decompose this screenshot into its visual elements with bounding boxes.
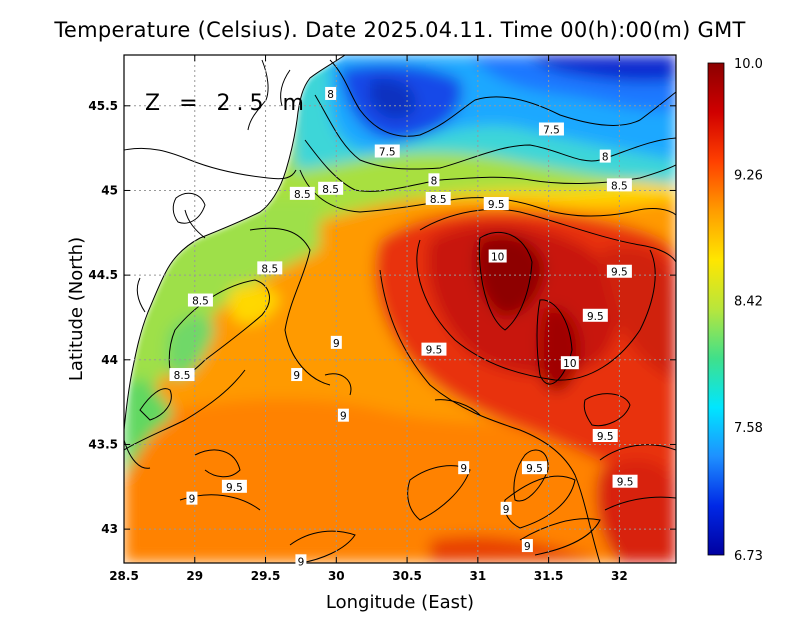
colorbar-tick-label: 8.42 [734, 295, 763, 310]
contour-label: 9.5 [611, 267, 628, 279]
contour-label-bg [425, 191, 451, 205]
contour-label: 8 [431, 175, 438, 187]
contour-label-bg [599, 149, 611, 163]
contour-label: 10 [563, 358, 576, 370]
contour-label: 8.5 [611, 180, 628, 192]
contour-label: 9.5 [587, 311, 604, 323]
x-tick-label: 31.5 [534, 569, 564, 583]
contour-label: 9 [189, 494, 196, 506]
contour-label-bg [187, 293, 213, 307]
map-frame [123, 54, 677, 564]
contour-label: 8 [602, 152, 609, 164]
contour-label-bg [257, 261, 283, 275]
axis-ticks [123, 55, 676, 563]
contour-label-bg [325, 86, 337, 100]
colorbar-tick-label: 10.0 [734, 57, 763, 72]
contour-label: 9 [340, 411, 347, 423]
y-tick-label: 43 [101, 522, 118, 536]
x-tick-label: 30.5 [392, 569, 422, 583]
contour-label-bg [483, 197, 509, 211]
contour-label-bg [289, 186, 315, 200]
contour-label: 9.5 [226, 482, 243, 494]
contour-label-bg [330, 335, 342, 349]
contour-label: 10 [491, 252, 504, 264]
contour-label-bg [186, 491, 198, 505]
contour-label: 9.5 [617, 477, 634, 489]
contour-label-bg [291, 368, 303, 382]
contour-label: 9 [293, 370, 300, 382]
contour-label-bg [337, 408, 349, 422]
x-tick-label: 30 [328, 569, 345, 583]
contour-label: 8.5 [294, 189, 311, 201]
contour-label-bg [318, 181, 344, 195]
x-tick-label: 29.5 [251, 569, 281, 583]
x-tick-label: 28.5 [109, 569, 139, 583]
x-tick-labels: 28.5 29 29.5 30 30.5 31 31.5 32 [109, 569, 628, 583]
contour-label: 7.5 [379, 147, 396, 159]
contour-label: 9.5 [597, 431, 614, 443]
coastline [124, 55, 346, 469]
contour-label: 9 [298, 556, 305, 568]
contour-label: 8.5 [174, 370, 191, 382]
contour-label: 8.5 [322, 184, 339, 196]
contour-label-bg [488, 249, 507, 263]
contour-label: 8.5 [192, 296, 209, 308]
contour-label-bg [458, 461, 470, 475]
y-tick-label: 43.5 [88, 437, 118, 451]
contour-label: 9 [333, 338, 340, 350]
contour-label-bg [538, 122, 564, 136]
colorbar-labels: 10.0 9.26 8.42 7.58 6.73 [734, 57, 763, 564]
y-tick-label: 45.5 [88, 99, 118, 113]
contour-label: 9.5 [488, 199, 505, 211]
contour-label-bg [606, 264, 632, 278]
contour-label: 8.5 [430, 194, 447, 206]
contour-label-bg [521, 461, 547, 475]
y-tick-label: 44 [101, 353, 118, 367]
x-axis-label: Longitude (East) [326, 592, 474, 613]
contour-label-bg [421, 342, 447, 356]
contour-label: 8 [327, 89, 334, 101]
contour-label: 9.5 [526, 463, 543, 475]
contour-label-bg [592, 429, 618, 442]
contour-label: 9.5 [426, 345, 443, 357]
colorbar-tick-label: 7.58 [734, 421, 763, 436]
contour-label-bg [169, 368, 195, 382]
contour-label: 9 [503, 504, 510, 516]
map-title: Temperature (Celsius). Date 2025.04.11. … [54, 18, 746, 42]
contour-label: 8.5 [261, 263, 278, 275]
colorbar-tick-label: 6.73 [734, 549, 763, 564]
contour-label-bg [612, 474, 638, 488]
contour-label-bg [521, 539, 533, 553]
x-tick-label: 32 [611, 569, 628, 583]
contour-label-bg [500, 501, 512, 515]
depth-label: Z = 2.5 m [145, 91, 310, 116]
contour-label: 9 [524, 541, 531, 553]
x-tick-label: 31 [469, 569, 486, 583]
colorbar-tick-label: 9.26 [734, 168, 763, 183]
y-tick-labels: 43 43.5 44 44.5 45 45.5 [88, 99, 118, 536]
colorbar [707, 62, 725, 556]
y-tick-label: 45 [101, 183, 118, 197]
contour-label: 7.5 [543, 125, 560, 137]
contour-label-bg [560, 356, 579, 370]
contour-label-bg [428, 173, 440, 187]
contour-label-bg [582, 308, 608, 322]
contour-label-bg [374, 144, 400, 158]
contour-label: 9 [460, 463, 467, 475]
y-tick-label: 44.5 [88, 268, 118, 282]
contour-label-bg [221, 479, 247, 493]
contour-label-bg [295, 554, 307, 568]
y-axis-label: Latitude (North) [66, 237, 87, 381]
grid-lines [124, 55, 676, 563]
x-tick-label: 29 [186, 569, 203, 583]
contour-labels: 8 7.5 7.5 8 8 8.5 8.5 8.5 8.5 9.5 10 9.5 8.5 8.5 9.5 9 9… [169, 86, 638, 568]
contour-label-bg [606, 178, 632, 192]
